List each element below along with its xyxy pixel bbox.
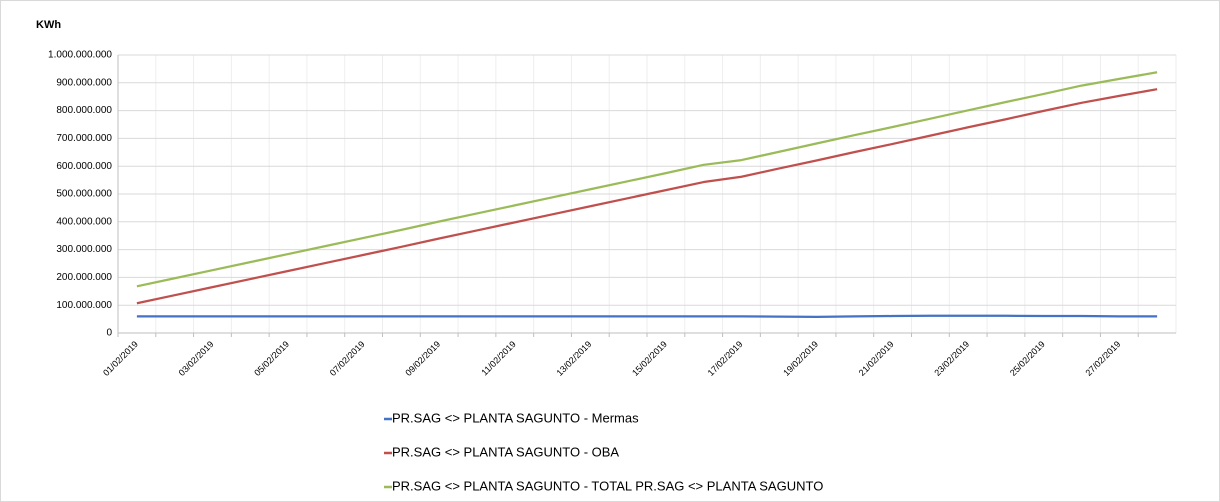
y-tick-label: 0 [106,328,112,339]
y-tick-label: 300.000.000 [56,244,112,255]
data-line [136,314,1158,319]
y-tick-label: 500.000.000 [56,189,112,200]
legend-label: PR.SAG <> PLANTA SAGUNTO - TOTAL PR.SAG … [392,478,823,493]
y-tick-label: 200.000.000 [56,272,112,283]
y-tick-label: 800.000.000 [56,105,112,116]
y-tick-label: 400.000.000 [56,216,112,227]
data-line [136,71,1158,288]
chart-title: KWh [36,19,61,31]
y-tick-label: 600.000.000 [56,161,112,172]
y-tick-label: 100.000.000 [56,300,112,311]
data-line [136,88,1158,305]
legend-label: PR.SAG <> PLANTA SAGUNTO - OBA [392,444,619,459]
y-tick-label: 900.000.000 [56,77,112,88]
y-tick-label: 700.000.000 [56,133,112,144]
y-tick-label: 1.000.000.000 [48,50,112,61]
legend-label: PR.SAG <> PLANTA SAGUNTO - Mermas [392,410,639,425]
